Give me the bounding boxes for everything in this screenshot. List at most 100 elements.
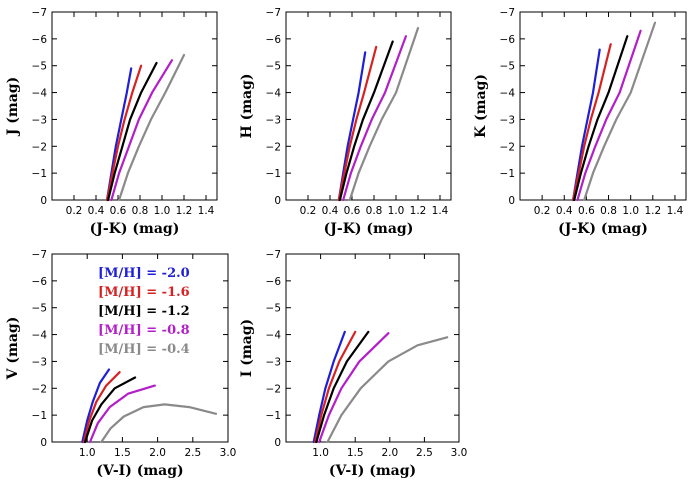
x-tick-label: 3.0 <box>220 447 237 459</box>
y-tick-label: −1 <box>266 410 281 422</box>
legend-entry: [M/H] = -1.6 <box>98 285 190 300</box>
series-line-1 <box>105 64 143 202</box>
series-line-3 <box>576 29 642 202</box>
y-tick-label: −4 <box>500 88 516 100</box>
legend-entry: [M/H] = -0.4 <box>98 342 190 357</box>
y-tick-label: −3 <box>32 114 47 126</box>
y-tick-label: −4 <box>32 88 48 100</box>
x-tick-label: 2.0 <box>149 447 166 459</box>
axes-frame <box>285 11 452 201</box>
x-tick-label: 2.5 <box>416 447 433 459</box>
x-axis-label: (J-K) (mag) <box>558 221 648 237</box>
panel-v: 1.0 1.5 2.0 2.5 3.0 −7 −6 −5 −4 −3 −2 −1 0 (V-I) (mag… <box>5 249 236 479</box>
series-line-1 <box>314 330 357 444</box>
y-tick-label: −1 <box>32 410 47 422</box>
series-line-4 <box>100 403 218 444</box>
y-tick-label: 0 <box>508 195 515 207</box>
x-tick-label: 0.4 <box>556 205 573 217</box>
series-line-4 <box>118 53 186 202</box>
series-line-1 <box>337 45 378 202</box>
y-tick-label: −6 <box>32 34 48 46</box>
series-line-2 <box>338 40 394 202</box>
x-tick-label: 0.8 <box>600 205 617 217</box>
x-tick-label: 0.6 <box>578 205 595 217</box>
series-line-4 <box>583 21 657 202</box>
series-line-2 <box>107 61 158 202</box>
y-tick-label: −7 <box>500 7 515 19</box>
x-tick-label: 1.5 <box>114 447 131 459</box>
series-line-1 <box>572 43 612 202</box>
series-line-3 <box>318 332 390 444</box>
y-axis-label: J (mag) <box>5 77 21 137</box>
y-tick-label: −4 <box>32 330 48 342</box>
x-tick-label: 0.2 <box>300 205 317 217</box>
x-tick-label: 0.4 <box>322 205 339 217</box>
y-axis-label: H (mag) <box>239 73 255 138</box>
x-tick-label: 0.8 <box>132 205 149 217</box>
series-line-2 <box>573 35 629 202</box>
x-tick-label: 1.0 <box>622 205 639 217</box>
x-axis-label: (V-I) (mag) <box>329 463 416 479</box>
y-tick-label: −7 <box>32 7 47 19</box>
series-line-0 <box>312 330 346 444</box>
y-axis-label: V (mag) <box>5 317 21 381</box>
x-tick-label: 1.4 <box>667 205 684 217</box>
legend-entry: [M/H] = -2.0 <box>98 266 190 281</box>
panel-j: 0.2 0.4 0.6 0.8 1.0 1.2 1.4 −7 −6 −5 −4 −3 −2 −1 0 (J-K… <box>5 7 218 237</box>
y-tick-label: −3 <box>500 114 515 126</box>
panel-h: 0.2 0.4 0.6 0.8 1.0 1.2 1.4 −7 −6 −5 −4 −3 −2 −1 0 (J-K… <box>239 7 452 237</box>
y-tick-label: −5 <box>266 303 281 315</box>
x-tick-label: 0.2 <box>534 205 551 217</box>
y-tick-label: −7 <box>266 249 281 261</box>
x-axis-label: (J-K) (mag) <box>324 221 414 237</box>
x-tick-label: 2.5 <box>184 447 201 459</box>
y-tick-label: 0 <box>274 437 281 449</box>
y-tick-label: −1 <box>32 168 47 180</box>
y-tick-label: −1 <box>500 168 515 180</box>
x-tick-label: 1.0 <box>388 205 405 217</box>
series-line-2 <box>315 330 370 444</box>
x-tick-label: 2.0 <box>381 447 398 459</box>
x-tick-label: 1.4 <box>198 205 215 217</box>
y-tick-label: −6 <box>500 34 516 46</box>
y-tick-label: −5 <box>32 61 47 73</box>
series-line-0 <box>81 368 111 444</box>
legend-entry: [M/H] = -1.2 <box>98 304 190 319</box>
series-line-3 <box>110 59 173 202</box>
y-tick-label: −6 <box>32 276 48 288</box>
y-tick-label: −2 <box>32 383 47 395</box>
metallicity-legend: [M/H] = -2.0 [M/H] = -1.6 [M/H] = -1.2 [M/H… <box>98 266 190 357</box>
y-tick-label: 0 <box>40 195 47 207</box>
y-tick-label: −4 <box>266 88 282 100</box>
x-tick-label: 0.4 <box>88 205 105 217</box>
x-tick-label: 1.2 <box>176 205 193 217</box>
legend-entry: [M/H] = -0.8 <box>98 323 190 338</box>
y-tick-label: −2 <box>266 383 281 395</box>
y-tick-label: −5 <box>32 303 47 315</box>
series-line-1 <box>82 371 121 444</box>
axes-frame <box>519 11 687 201</box>
x-tick-label: 0.2 <box>66 205 83 217</box>
y-tick-label: −7 <box>266 7 281 19</box>
x-tick-label: 1.4 <box>432 205 449 217</box>
y-tick-label: 0 <box>274 195 281 207</box>
x-tick-label: 1.2 <box>410 205 427 217</box>
y-tick-label: −4 <box>266 330 282 342</box>
y-tick-label: −5 <box>500 61 515 73</box>
y-tick-label: −7 <box>32 249 47 261</box>
y-tick-label: −2 <box>32 141 47 153</box>
axes-frame <box>285 253 460 443</box>
y-tick-label: −3 <box>266 356 281 368</box>
y-axis-label: I (mag) <box>239 319 255 377</box>
y-tick-label: −1 <box>266 168 281 180</box>
x-tick-label: 1.0 <box>79 447 96 459</box>
series-line-4 <box>326 336 449 444</box>
x-tick-label: 1.0 <box>154 205 171 217</box>
series-line-3 <box>88 384 156 444</box>
y-tick-label: −3 <box>266 114 281 126</box>
x-tick-label: 1.0 <box>312 447 329 459</box>
series-line-2 <box>84 376 137 444</box>
y-tick-label: 0 <box>40 437 47 449</box>
series-line-4 <box>348 27 420 202</box>
